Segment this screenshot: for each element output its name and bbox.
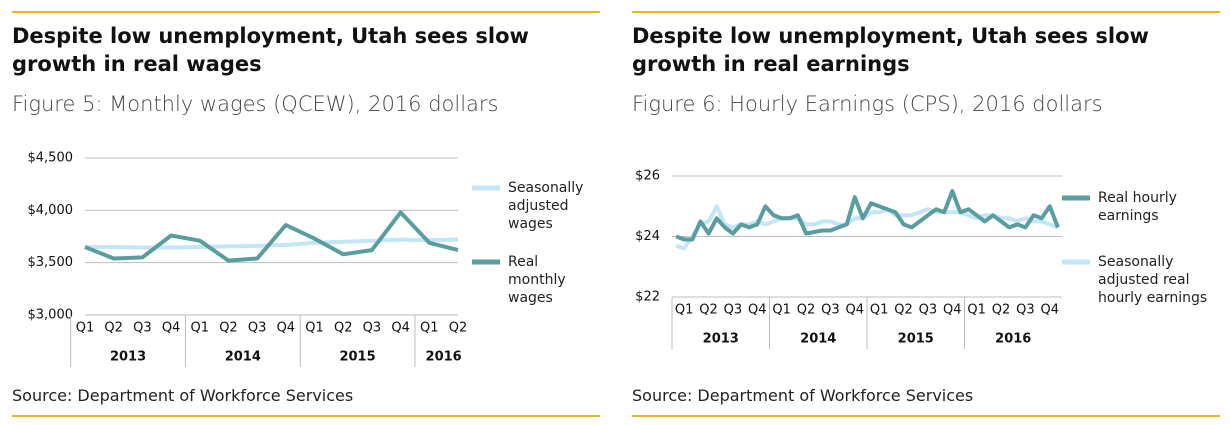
x-tick-label: Q2	[334, 321, 353, 336]
x-tick-label: Q1	[191, 321, 210, 336]
chart-title: Despite low unemployment, Utah sees slow…	[632, 24, 1149, 76]
y-tick-label: $26	[635, 169, 660, 184]
x-tick-label: Q3	[133, 321, 152, 336]
x-group-label: 2015	[898, 332, 934, 347]
x-tick-label: Q2	[797, 303, 816, 318]
y-tick-label: $4,500	[28, 151, 74, 166]
x-group-label: 2014	[225, 350, 261, 365]
y-tick-label: $24	[635, 229, 660, 244]
x-tick-label: Q3	[919, 303, 938, 318]
x-tick-label: Q4	[162, 321, 181, 336]
x-tick-label: Q3	[363, 321, 382, 336]
x-tick-label: Q1	[772, 303, 791, 318]
bottom-rule	[12, 415, 600, 417]
x-tick-label: Q1	[420, 321, 439, 336]
x-tick-label: Q2	[894, 303, 913, 318]
x-group-label: 2016	[426, 350, 462, 365]
x-group-label: 2016	[995, 332, 1031, 347]
x-tick-label: Q1	[675, 303, 694, 318]
x-tick-label: Q4	[748, 303, 767, 318]
bottom-rule	[632, 415, 1220, 417]
y-tick-label: $3,000	[28, 308, 74, 323]
top-rule	[632, 11, 1220, 13]
x-tick-label: Q3	[821, 303, 840, 318]
chart-subtitle: Figure 5: Monthly wages (QCEW), 2016 dol…	[12, 92, 499, 116]
legend-label: Seasonally adjusted real hourly earnings	[1098, 254, 1208, 306]
x-tick-label: Q2	[449, 321, 468, 336]
x-tick-label: Q2	[699, 303, 718, 318]
legend-label: Seasonally adjusted wages	[508, 180, 584, 232]
x-tick-label: Q1	[967, 303, 986, 318]
x-group-label: 2013	[110, 350, 146, 365]
chart-subtitle: Figure 6: Hourly Earnings (CPS), 2016 do…	[632, 92, 1103, 116]
x-tick-label: Q4	[277, 321, 296, 336]
chart-source: Source: Department of Workforce Services	[632, 386, 974, 405]
x-tick-label: Q3	[724, 303, 743, 318]
x-group-label: 2014	[800, 332, 836, 347]
x-group-label: 2015	[339, 350, 375, 365]
series-line	[85, 237, 459, 250]
x-group-label: 2013	[703, 332, 739, 347]
x-tick-label: Q2	[219, 321, 238, 336]
x-tick-label: Q4	[1041, 303, 1060, 318]
x-tick-label: Q4	[391, 321, 410, 336]
x-tick-label: Q3	[1016, 303, 1035, 318]
x-tick-label: Q3	[248, 321, 267, 336]
x-tick-label: Q1	[870, 303, 889, 318]
chart-title: Despite low unemployment, Utah sees slow…	[12, 24, 529, 76]
x-tick-label: Q4	[846, 303, 865, 318]
x-tick-label: Q4	[943, 303, 962, 318]
legend-label: Real monthly wages	[508, 254, 566, 306]
y-tick-label: $4,000	[28, 203, 74, 218]
series-line	[84, 210, 459, 263]
y-tick-label: $3,500	[28, 255, 74, 270]
y-tick-label: $22	[635, 290, 660, 305]
x-tick-label: Q1	[76, 321, 95, 336]
chart-source: Source: Department of Workforce Services	[12, 386, 354, 405]
legend-label: Real hourly earnings	[1098, 190, 1177, 224]
x-tick-label: Q1	[305, 321, 324, 336]
top-rule	[12, 11, 600, 13]
series-line	[675, 189, 1060, 242]
x-tick-label: Q2	[992, 303, 1011, 318]
x-tick-label: Q2	[104, 321, 123, 336]
